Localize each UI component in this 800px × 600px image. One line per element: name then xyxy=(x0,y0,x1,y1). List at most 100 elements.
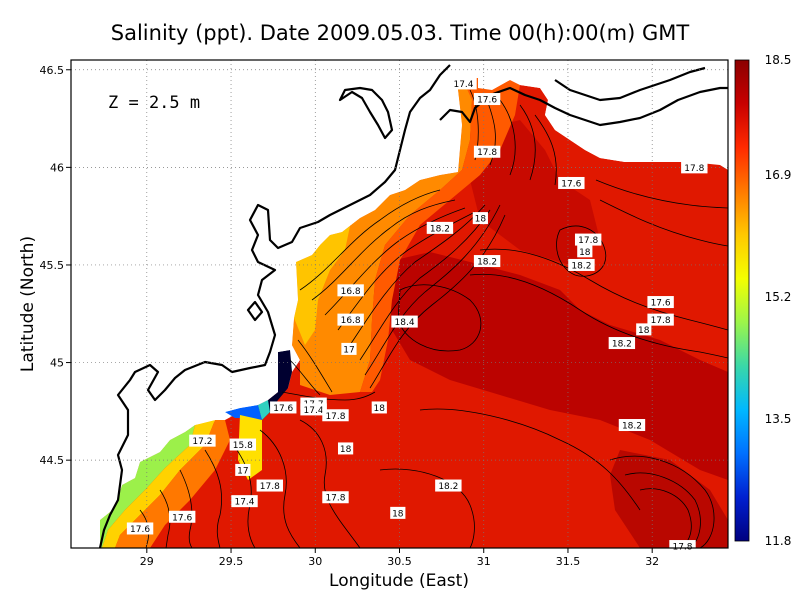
contour-label-box xyxy=(647,296,674,309)
contour-label-box xyxy=(568,258,595,271)
contour-label-box xyxy=(270,401,297,414)
contour-label-box xyxy=(435,479,462,492)
chart-title: Salinity (ppt). Date 2009.05.03. Time 00… xyxy=(111,21,690,45)
contour-label-box xyxy=(574,233,602,246)
y-tick-label: 46.5 xyxy=(40,64,65,77)
x-tick-label: 30.5 xyxy=(387,555,412,568)
contour-label: 18.2 xyxy=(612,340,632,350)
contour-label-box xyxy=(681,161,708,174)
contour-label: 18.2 xyxy=(438,482,458,492)
contour-label: 17.6 xyxy=(561,179,581,189)
contour-label-box xyxy=(300,403,327,416)
land-mask xyxy=(71,60,728,548)
sea-region-core-south xyxy=(610,450,728,548)
x-tick-label: 29 xyxy=(140,555,154,568)
contour-label-box xyxy=(371,401,387,414)
contour-label-box xyxy=(168,510,196,523)
contour-label: 18.2 xyxy=(622,422,642,432)
contour-label-box xyxy=(322,491,349,504)
contour-label: 18.2 xyxy=(430,224,450,234)
colorbar xyxy=(734,59,750,542)
contour-label: 18 xyxy=(340,445,352,455)
contour-label-box xyxy=(472,212,488,225)
x-tick-label: 29.5 xyxy=(219,555,244,568)
contour-label-box xyxy=(577,245,593,258)
x-tick-label: 32 xyxy=(645,555,659,568)
contour-label: 18 xyxy=(475,215,487,225)
contour-label: 17.8 xyxy=(477,148,497,158)
contour-label-box xyxy=(229,438,257,451)
x-tick-label: 30 xyxy=(308,555,322,568)
depth-label: Z = 2.5 m xyxy=(108,93,200,113)
x-axis-ticks: 29 29.5 30 30.5 31 31.5 32 xyxy=(140,548,659,568)
contour-label: 17.8 xyxy=(684,164,704,174)
contour-label-box xyxy=(618,419,646,432)
contour-label: 18.2 xyxy=(477,258,497,268)
contour-label-box xyxy=(473,145,501,158)
colorbar-tick-label: 13.5 xyxy=(765,412,792,426)
contour-label-box xyxy=(126,522,154,535)
contour-label-box xyxy=(235,463,251,476)
y-axis-label: Latitude (North) xyxy=(18,236,38,372)
x-axis-label: Longitude (East) xyxy=(329,571,469,591)
contour-lines xyxy=(139,89,728,548)
x-tick-label: 31.5 xyxy=(556,555,581,568)
colorbar-tick-label: 18.5 xyxy=(765,53,792,67)
contour-label-box xyxy=(473,93,501,106)
contour-label: 16.8 xyxy=(341,316,361,326)
contour-label: 18 xyxy=(579,248,591,258)
contour-label-box xyxy=(391,315,418,328)
plume-blue xyxy=(225,405,262,420)
contour-label: 18 xyxy=(374,404,386,414)
sea-region-core-north xyxy=(470,120,600,265)
plume-cyan xyxy=(258,400,270,420)
colorbar-tick-label: 16.9 xyxy=(765,168,792,182)
contour-label: 17 xyxy=(237,466,248,476)
contour-label: 17 xyxy=(343,345,354,355)
contour-label-box xyxy=(426,221,454,234)
contour-label: 17.8 xyxy=(651,316,671,326)
contour-label-box xyxy=(669,540,696,553)
coastal-band-yellow-south xyxy=(102,420,215,548)
contour-label: 17.4 xyxy=(304,406,324,416)
contour-label: 17.2 xyxy=(192,437,212,447)
contour-label: 17.8 xyxy=(578,236,598,246)
x-tick-label: 31 xyxy=(477,555,491,568)
contour-label-box xyxy=(231,495,258,508)
contour-label-box xyxy=(450,77,477,90)
contour-label: 17.8 xyxy=(260,482,280,492)
contour-label: 17.8 xyxy=(325,494,345,504)
y-tick-label: 44.5 xyxy=(40,454,65,467)
contour-label-box xyxy=(341,342,357,355)
contour-label: 17.6 xyxy=(130,525,150,535)
contour-label: 18 xyxy=(638,326,650,336)
contour-labels: 17.417.617.817.817.61818.217.81818.218.2… xyxy=(126,77,708,553)
y-tick-label: 45 xyxy=(50,357,64,370)
y-tick-label: 46 xyxy=(50,161,64,174)
y-axis-ticks: 44.5 45 45.5 46 46.5 xyxy=(40,64,71,467)
contour-label: 17.6 xyxy=(273,404,293,414)
contour-label: 17.4 xyxy=(234,498,254,508)
contour-label-box xyxy=(647,313,674,326)
colorbar-tick-label: 11.8 xyxy=(765,534,792,548)
contour-label-box xyxy=(337,442,354,455)
contour-label: 17.6 xyxy=(651,299,671,309)
contour-label-box xyxy=(337,313,364,326)
coastline xyxy=(98,64,728,548)
contour-label-box xyxy=(322,409,349,422)
contour-label: 16.8 xyxy=(341,287,361,297)
contour-label: 17.6 xyxy=(172,513,192,523)
contour-label-box xyxy=(636,323,652,336)
contour-label-box xyxy=(608,337,636,350)
contour-label-box xyxy=(558,176,585,189)
contour-label: 18.4 xyxy=(395,318,415,328)
contour-label-box xyxy=(337,284,364,297)
contour-label-box xyxy=(256,479,283,492)
contour-label-box xyxy=(189,434,216,447)
contour-label: 15.8 xyxy=(233,441,253,451)
contour-label: 18 xyxy=(392,509,404,519)
colorbar-tick-label: 15.2 xyxy=(765,290,792,304)
contour-label: 17.4 xyxy=(453,80,473,90)
colorbar-ticks: 18.5 16.9 15.2 13.5 11.8 xyxy=(765,53,792,548)
